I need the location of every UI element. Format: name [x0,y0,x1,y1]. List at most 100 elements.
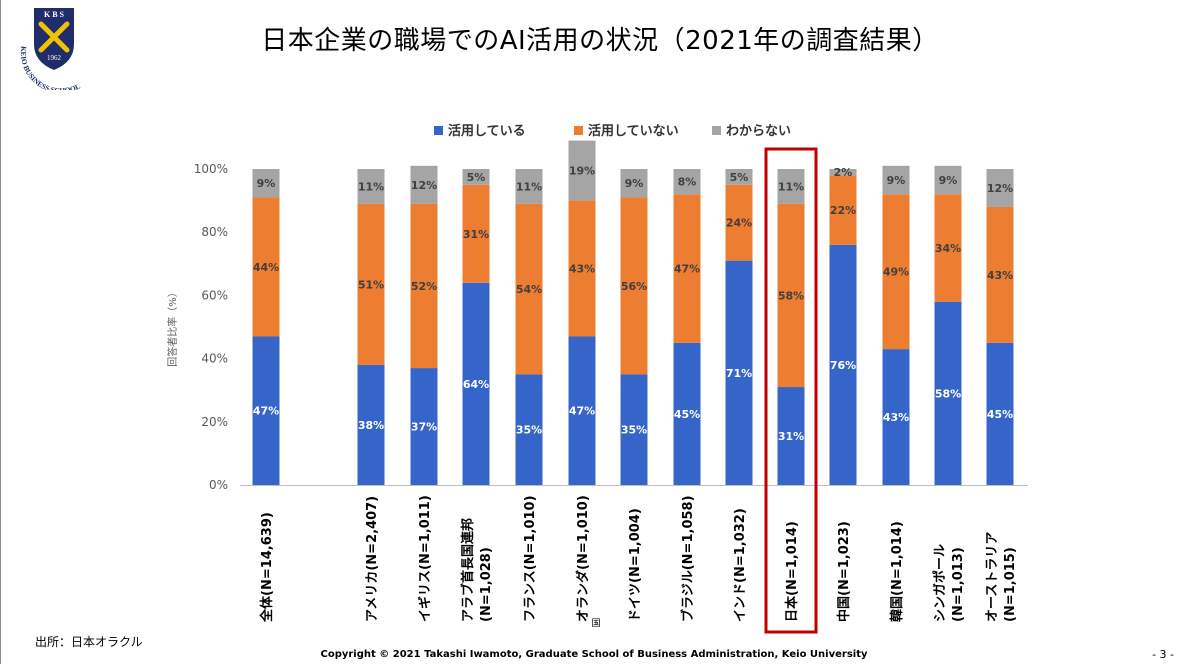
data-label: 9% [939,174,958,187]
bar-segment [515,169,543,204]
data-label: 31% [463,228,489,241]
data-label: 49% [883,266,909,279]
data-label: 58% [935,387,961,400]
y-tick-label: 80% [201,225,228,239]
legend-swatch [574,126,583,135]
logo-year: 1962 [47,54,62,62]
bar-segment [252,169,280,198]
bar-segment [934,194,962,302]
bar-segment [252,336,280,485]
category-label: オランダ(N=1,010) [575,495,591,622]
data-label: 38% [358,419,384,432]
highlight-box-japan [764,147,818,634]
category-label: ドイツ(N=1,004) [628,508,643,622]
bar-segment [568,200,596,337]
bar-segment [725,260,753,485]
category-label: アメリカ(N=2,407) [365,496,380,622]
data-label: 9% [625,177,644,190]
bar-segment [777,169,805,204]
bar-segment [462,184,490,283]
data-label: 35% [621,424,647,437]
bar-segment [934,301,962,485]
data-label: 64% [463,378,489,391]
bar-segment [357,203,385,365]
category-label: (N=1,028) [479,547,494,622]
data-label: 34% [935,242,961,255]
data-label: 5% [730,171,749,184]
category-label: 韓国(N=1,014) [889,521,905,622]
data-label: 76% [830,359,856,372]
data-label: 43% [883,411,909,424]
bar-segment [986,342,1014,485]
data-label: 45% [987,408,1013,421]
data-label: 71% [726,367,752,380]
category-note: 国 [591,618,600,629]
legend-label: 活用していない [588,123,679,139]
bar-segment [462,282,490,485]
data-label: 11% [358,180,384,193]
bar-segment [515,203,543,375]
category-label: イギリス(N=1,011) [417,495,433,622]
category-label: インド(N=1,032) [733,508,748,622]
data-label: 47% [569,405,595,418]
category-label: (N=1,013) [951,547,966,622]
logo-cross-icon [38,21,70,53]
bar-segment [620,169,648,198]
category-label: 日本(N=1,014) [784,521,800,622]
bar-segment [673,342,701,485]
y-tick-label: 0% [209,478,228,492]
bar-segment [515,374,543,485]
y-tick-label: 40% [201,352,228,366]
legend-label: 活用している [448,123,526,139]
data-label: 2% [834,166,853,179]
bar-segment [252,197,280,337]
data-label: 44% [253,261,279,274]
data-label: 35% [516,424,542,437]
logo-top-text: K B S [44,10,65,19]
bar-segment [410,368,438,485]
data-label: 19% [569,165,595,178]
kbs-logo: K B S 1962 KEIO BUSINESS SCHOOL [19,8,82,90]
data-label: 11% [516,180,542,193]
source-note: 出所：日本オラクル [35,635,143,649]
category-label: (N=1,015) [1003,547,1018,622]
data-label: 47% [674,263,700,276]
category-label: シンガポール [932,544,948,622]
bar-segment [357,169,385,204]
data-label: 11% [778,180,804,193]
y-tick-label: 60% [201,288,228,302]
data-label: 22% [830,204,856,217]
bar-segment [410,165,438,204]
bar-segment [357,364,385,485]
data-label: 8% [678,176,697,189]
data-label: 56% [621,280,647,293]
y-axis-title: 回答者比率（%） [166,287,179,367]
bar-segment [777,203,805,388]
legend-label: わからない [726,124,791,139]
data-label: 54% [516,283,542,296]
bar-segment [673,169,701,195]
legend-swatch [712,126,721,135]
y-tick-label: 20% [201,415,228,429]
data-label: 47% [253,405,279,418]
bar-segment [829,175,857,245]
data-label: 9% [257,177,276,190]
bar-segment [986,206,1014,343]
data-label: 52% [411,280,437,293]
bar-segment [620,374,648,485]
data-label: 43% [569,263,595,276]
data-label: 12% [987,182,1013,195]
data-label: 9% [887,174,906,187]
bar-segment [568,336,596,485]
category-label: オーストラリア [985,532,1000,622]
bar-segment [829,244,857,485]
bar-segment [620,197,648,375]
data-label: 51% [358,278,384,291]
bar-segment [986,169,1014,207]
bar-segment [725,184,753,261]
bar-segment [725,169,753,185]
page-number: - 3 - [1152,648,1174,661]
data-label: 31% [778,430,804,443]
category-label: ブラジル(N=1,058) [680,495,696,622]
